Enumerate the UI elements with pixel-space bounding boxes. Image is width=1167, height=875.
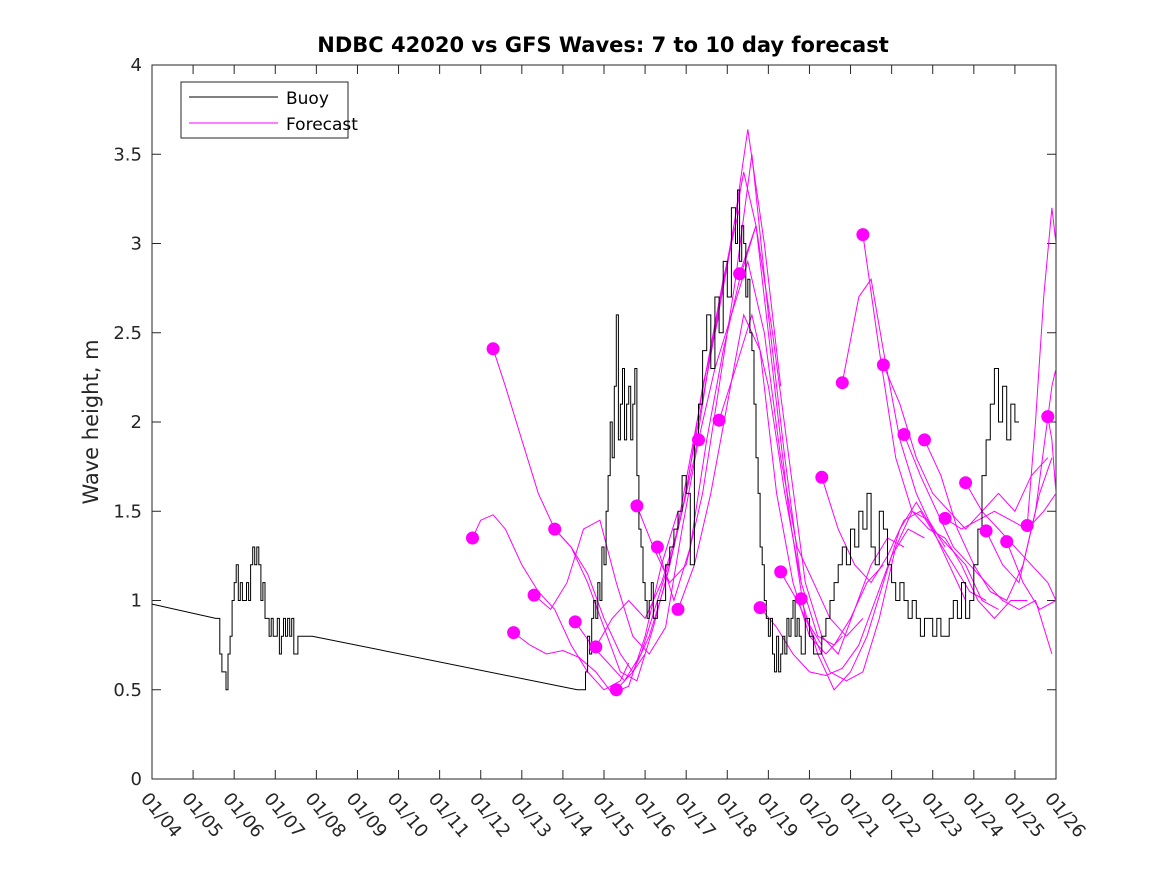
x-tick-label: 01/11	[424, 789, 473, 842]
y-axis: 0 0.5 1 1.5 2 2.5 3 3.5 4	[113, 55, 1056, 790]
forecast-start-point	[712, 413, 726, 427]
y-tick-label: 4	[131, 55, 142, 76]
x-tick-label: 01/12	[465, 789, 514, 842]
x-tick-label: 01/25	[999, 789, 1048, 842]
forecast-start-point	[1020, 519, 1034, 532]
forecast-start-point	[486, 342, 500, 356]
forecast-start-point	[918, 433, 931, 447]
x-tick-label: 01/19	[753, 789, 802, 842]
forecast-start-point	[876, 358, 890, 372]
forecast-line	[1006, 541, 1056, 611]
x-tick-label: 01/07	[259, 789, 308, 842]
forecast-start-point	[466, 531, 479, 545]
x-tick-label: 01/18	[711, 789, 760, 842]
forecast-start-point	[815, 470, 829, 484]
y-tick-label: 3	[131, 234, 142, 255]
x-tick-label: 01/06	[218, 789, 267, 842]
x-tick-label: 01/20	[794, 789, 843, 842]
forecast-start-point	[1000, 535, 1014, 549]
forecast-start-point	[692, 433, 705, 447]
x-tick-label: 01/14	[547, 789, 596, 842]
x-tick-label: 01/22	[876, 789, 925, 842]
forecast-line	[841, 277, 999, 610]
legend-box	[180, 81, 349, 139]
forecast-line	[882, 364, 1049, 530]
forecast-start-point	[959, 476, 973, 490]
forecast-line	[472, 514, 630, 691]
plot-area	[151, 64, 1057, 780]
forecast-start-point	[568, 615, 582, 629]
series-layer	[152, 129, 1056, 697]
forecast-line	[862, 234, 1028, 620]
x-tick-label: 01/15	[588, 789, 637, 842]
forecast-start-point	[753, 601, 767, 615]
forecast-line	[698, 259, 864, 637]
forecast-line	[780, 510, 946, 682]
x-tick-label: 01/26	[1040, 789, 1089, 842]
y-tick-label: 1.5	[113, 501, 142, 522]
x-tick-label: 01/08	[301, 789, 350, 842]
forecast-start-point	[671, 602, 685, 616]
forecast-line	[1047, 416, 1056, 494]
forecast-line	[759, 528, 925, 677]
x-tick-label: 01/23	[917, 789, 966, 842]
forecast-line	[533, 439, 699, 655]
forecast-start-point	[835, 376, 849, 390]
x-tick-label: 01/10	[383, 789, 432, 842]
x-tick-label: 01/24	[958, 789, 1007, 842]
forecast-line	[944, 493, 1056, 530]
forecast-start-point	[897, 428, 911, 441]
buoy-line	[152, 189, 1019, 691]
x-tick-label: 01/13	[506, 789, 555, 842]
y-axis-label: Wave height, m	[79, 339, 103, 504]
forecast-start-point	[733, 267, 747, 281]
forecast-line	[1026, 207, 1056, 526]
y-tick-label: 0.5	[113, 680, 142, 701]
forecast-start-point	[979, 524, 993, 538]
x-tick-label: 01/17	[670, 789, 719, 842]
y-tick-label: 1	[131, 591, 142, 612]
y-tick-label: 2	[131, 412, 142, 433]
forecast-line	[513, 511, 679, 694]
legend-label-forecast: Forecast	[286, 115, 358, 135]
forecast-start-point	[1041, 410, 1055, 424]
forecast-start-point	[507, 626, 521, 640]
y-tick-label: 2.5	[113, 323, 142, 344]
forecast-start-point	[938, 511, 952, 525]
x-tick-label: 01/05	[177, 789, 226, 842]
forecast-start-point	[856, 228, 870, 242]
forecast-line	[903, 434, 1053, 655]
chart-title: NDBC 42020 vs GFS Waves: 7 to 10 day for…	[317, 33, 888, 57]
forecast-start-point	[548, 522, 562, 536]
x-tick-label: 01/16	[629, 789, 678, 842]
x-tick-label: 01/04	[136, 789, 185, 842]
forecast-start-point	[650, 540, 664, 554]
forecast-start-point	[774, 565, 788, 579]
y-tick-label: 3.5	[113, 144, 142, 165]
x-tick-label: 01/21	[835, 789, 884, 842]
forecast-start-point	[527, 588, 541, 602]
y-tick-label: 0	[131, 769, 142, 790]
forecast-line	[985, 368, 1056, 584]
legend-label-buoy: Buoy	[286, 89, 329, 109]
forecast-line	[821, 477, 987, 601]
x-tick-label: 01/09	[342, 789, 391, 842]
forecast-start-point	[589, 640, 603, 654]
legend: Buoy Forecast	[180, 81, 358, 139]
forecast-start-point	[630, 499, 644, 513]
forecast-start-point	[609, 683, 623, 697]
forecast-start-point	[794, 592, 808, 606]
